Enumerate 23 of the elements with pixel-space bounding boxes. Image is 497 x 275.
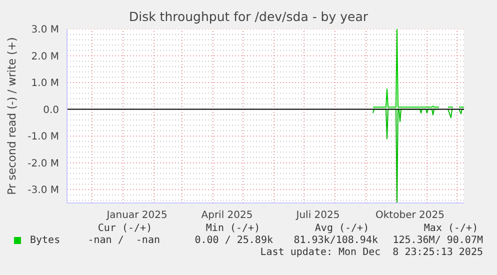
y-tick-label: 3.0 M xyxy=(31,24,59,36)
x-tick-label: Januar 2025 xyxy=(106,210,168,222)
text: Avg (-/+) xyxy=(314,223,370,234)
y-tick-label: 1.0 M xyxy=(31,78,59,90)
legend-label: Bytes xyxy=(30,235,60,246)
y-tick-label: -1.0 M xyxy=(28,132,59,143)
x-tick-label: April 2025 xyxy=(201,210,253,222)
y-axis-title: Pr second read (-) / write (+) xyxy=(6,37,18,195)
text: Min (-/+) xyxy=(206,223,260,234)
text: 125.36M/ 90.07M xyxy=(392,235,483,246)
text: -nan / -nan xyxy=(88,235,160,246)
text: Last update: Mon Dec 8 23:25:13 2025 xyxy=(260,247,483,258)
text: 81.93k/108.94k xyxy=(294,235,378,246)
y-tick-label: 0.0 xyxy=(43,104,59,116)
text: Cur (-/+) xyxy=(98,223,152,234)
text: 0.00 / 25.89k xyxy=(194,235,273,246)
y-tick-label: 2.0 M xyxy=(31,51,59,62)
x-tick-label: Oktober 2025 xyxy=(376,210,444,222)
y-tick-label: -3.0 M xyxy=(28,185,59,196)
y-tick-label: -2.0 M xyxy=(28,158,59,170)
chart-title: Disk throughput for /dev/sda - by year xyxy=(128,9,370,24)
text: Max (-/+) xyxy=(424,223,478,234)
x-tick-label: Juli 2025 xyxy=(295,210,340,222)
